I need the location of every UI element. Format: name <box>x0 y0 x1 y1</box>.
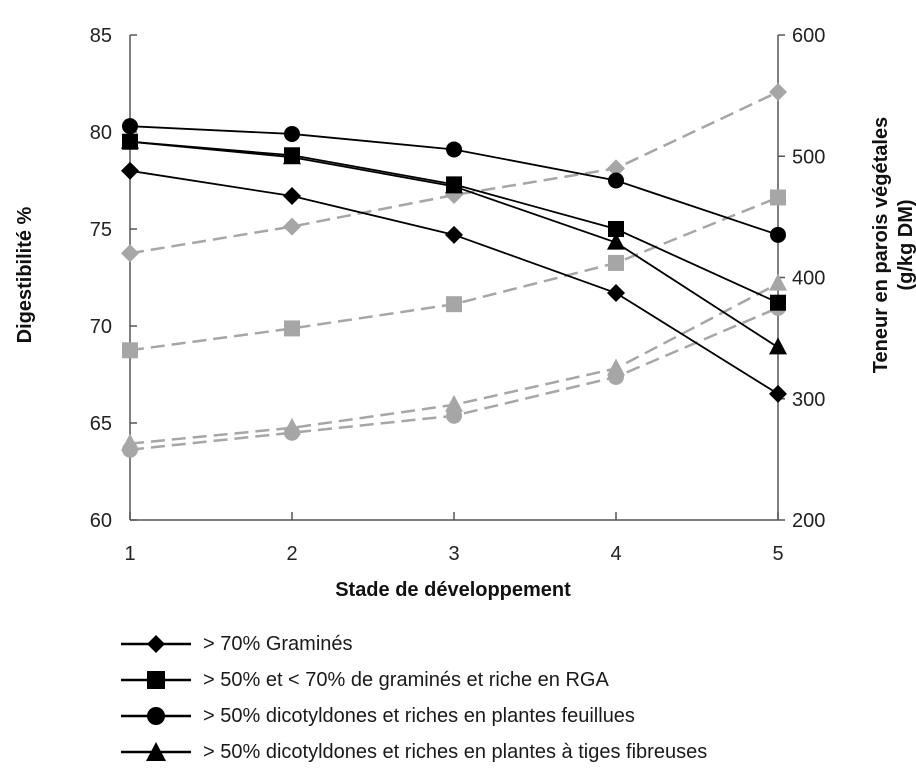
triangle-data-point <box>283 147 301 165</box>
diamond-data-point <box>607 159 625 178</box>
legend-label: > 50% dicotyldones et riches en plantes … <box>203 740 708 763</box>
x-axis-title: Stade de développement <box>335 579 571 600</box>
diamond-data-point <box>769 82 787 101</box>
circle-data-point <box>446 141 462 158</box>
diamond-data-point <box>769 384 787 403</box>
y-right-tick-label: 600 <box>792 25 825 47</box>
triangle-data-point <box>769 337 787 355</box>
diamond-data-point <box>121 161 139 180</box>
square-data-point <box>446 296 462 313</box>
diamond-data-point <box>283 217 301 236</box>
circle-data-point <box>122 441 138 458</box>
diamond-data-point <box>121 244 139 263</box>
triangle-data-point <box>445 176 463 194</box>
y-right-tick-label: 300 <box>792 389 825 411</box>
diamond-data-point <box>445 225 463 244</box>
y-axis-right-title-line2: (g/kg DM) <box>895 199 916 290</box>
digestibility-series-line <box>129 140 779 349</box>
y-left-tick-label: 85 <box>90 25 112 47</box>
circle-data-point <box>284 424 300 441</box>
diamond-marker-icon <box>121 635 191 653</box>
y-left-tick-label: 75 <box>90 219 112 241</box>
chart-axes: 60 65 70 75 80 85 200 300 400 500 600 1 2 3 4 5 <box>90 25 826 565</box>
y-right-tick-label: 500 <box>792 146 825 168</box>
legend-item: > 50% dicotyldones et riches en plantes … <box>115 698 905 734</box>
y-axis-right-title-line1: Teneur en parois végétales <box>870 117 892 373</box>
digestibility-series-line <box>129 140 779 304</box>
digestibility-series-line <box>129 169 779 395</box>
wall-content-series-line <box>129 306 779 451</box>
square-data-point <box>284 320 300 337</box>
digestibility-series-group <box>121 118 787 403</box>
circle-data-point <box>770 226 786 243</box>
square-data-point <box>122 342 138 359</box>
x-tick-label: 5 <box>772 543 783 565</box>
wall-content-series-group <box>121 82 787 458</box>
legend-item: > 50% dicotyldones et riches en plantes … <box>115 734 905 770</box>
square-data-point <box>608 254 624 271</box>
triangle-data-point <box>445 394 463 412</box>
legend-item: > 70% Graminés <box>115 626 905 662</box>
circle-data-point <box>122 118 138 135</box>
y-right-tick-label: 400 <box>792 268 825 290</box>
circle-data-point <box>284 125 300 142</box>
y-axis-left-title: Digestibilité % <box>14 206 36 343</box>
x-tick-label: 4 <box>610 543 621 565</box>
circle-data-point <box>608 368 624 385</box>
wall-content-series-line <box>129 90 779 255</box>
y-left-tick-label: 70 <box>90 316 112 338</box>
square-data-point <box>608 221 624 237</box>
legend-label: > 70% Graminés <box>203 632 353 655</box>
square-data-point <box>770 294 786 311</box>
legend-label: > 50% dicotyldones et riches en plantes … <box>203 704 635 727</box>
x-tick-label: 3 <box>448 543 459 565</box>
x-tick-label: 2 <box>286 543 297 565</box>
triangle-data-point <box>121 131 139 149</box>
triangle-marker-icon <box>121 742 191 761</box>
x-tick-label: 1 <box>124 543 135 565</box>
legend-item: > 50% et < 70% de graminés et riche en R… <box>115 662 905 698</box>
diamond-data-point <box>283 187 301 206</box>
y-right-tick-label: 200 <box>792 510 825 532</box>
circle-data-point <box>446 407 462 424</box>
square-marker-icon <box>121 671 191 689</box>
y-left-tick-label: 65 <box>90 413 112 435</box>
circle-marker-icon <box>121 707 191 725</box>
legend-label: > 50% et < 70% de graminés et riche en R… <box>203 668 609 691</box>
chart: 60 65 70 75 80 85 200 300 400 500 600 1 2 3 4 5 Stade d… <box>14 25 916 600</box>
diamond-data-point <box>607 284 625 303</box>
triangle-data-point <box>607 232 625 250</box>
wall-content-series-line <box>129 196 779 352</box>
triangle-data-point <box>769 273 787 291</box>
circle-data-point <box>608 172 624 189</box>
square-data-point <box>770 189 786 206</box>
legend: > 70% Graminés > 50% et < 70% de graminé… <box>115 626 905 770</box>
y-left-tick-label: 60 <box>90 510 112 532</box>
y-left-tick-label: 80 <box>90 122 112 144</box>
